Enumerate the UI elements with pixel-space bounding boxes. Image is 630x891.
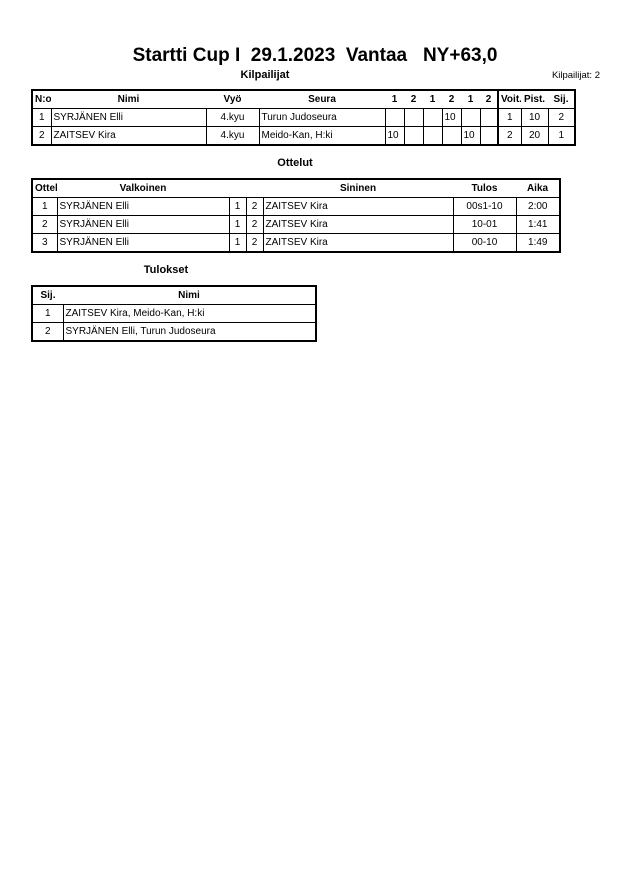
column-header: Nimi	[63, 285, 316, 305]
results-table: Sij. Nimi 1 ZAITSEV Kira, Meido-Kan, H:ki 2 S…	[31, 285, 317, 342]
header-row: Sij. Nimi	[32, 285, 316, 305]
table-cell: 10	[384, 126, 405, 146]
table-cell	[460, 108, 481, 127]
table-cell: 2:00	[515, 197, 561, 216]
table-cell: Turun Judoseura	[258, 108, 386, 127]
table-cell: ZAITSEV Kira	[262, 215, 454, 234]
table-cell: 1	[31, 197, 58, 216]
table-cell: 1	[31, 304, 64, 323]
page-title: Startti Cup I 29.1.2023 Vantaa NY+63,0	[132, 45, 498, 66]
column-header: Sij.	[548, 89, 575, 109]
table-cell: 10-01	[452, 215, 517, 234]
table-cell: 1	[228, 215, 247, 234]
table-cell: 2	[245, 197, 264, 216]
competitors-table: N:o Nimi Vyö Seura 1 2 1 2 1 2 Voit. Pist. Sij. 1 SYRJ…	[31, 89, 576, 146]
column-header: 2	[480, 89, 498, 109]
table-cell: SYRJÄNEN Elli	[50, 108, 207, 127]
column-header	[246, 178, 263, 198]
table-cell	[441, 126, 462, 146]
header-row: N:o Nimi Vyö Seura 1 2 1 2 1 2 Voit. Pist. Sij.	[32, 89, 575, 109]
table-cell: 4.kyu	[205, 126, 260, 146]
table-cell: 00-10	[452, 233, 517, 253]
table-cell: 2	[31, 322, 64, 342]
table-cell	[479, 108, 499, 127]
column-header: 1	[423, 89, 442, 109]
column-header: Seura	[259, 89, 385, 109]
table-cell: 10	[441, 108, 462, 127]
column-header: 1	[385, 89, 404, 109]
table-cell: 2	[245, 215, 264, 234]
table-cell: 3	[31, 233, 58, 253]
table-cell: SYRJÄNEN Elli	[56, 233, 230, 253]
table-cell: 2	[497, 126, 522, 146]
table-cell: 4.kyu	[205, 108, 260, 127]
table-cell: 2	[31, 215, 58, 234]
table-cell: 1	[228, 233, 247, 253]
competitor-count: Kilpailijat: 2	[551, 70, 600, 81]
table-row: 2 SYRJÄNEN Elli 1 2 ZAITSEV Kira 10-01 1:41	[31, 215, 561, 234]
column-header: Valkoinen	[57, 178, 229, 198]
table-cell	[422, 108, 443, 127]
table-row: 3 SYRJÄNEN Elli 1 2 ZAITSEV Kira 00-10 1:49	[31, 233, 561, 253]
table-cell: 10	[520, 108, 549, 127]
table-cell: 00s1-10	[452, 197, 517, 216]
table-cell	[479, 126, 499, 146]
table-cell	[403, 126, 424, 146]
column-header: Tulos	[453, 178, 516, 198]
table-cell: SYRJÄNEN Elli	[56, 197, 230, 216]
table-cell: ZAITSEV Kira	[262, 233, 454, 253]
table-cell: 2	[547, 108, 576, 127]
table-cell: 2	[31, 126, 52, 146]
table-cell: 20	[520, 126, 549, 146]
table-cell	[403, 108, 424, 127]
results-heading: Tulokset	[143, 264, 189, 276]
table-cell: 1:49	[515, 233, 561, 253]
table-cell: 1:41	[515, 215, 561, 234]
table-cell: ZAITSEV Kira	[262, 197, 454, 216]
table-cell	[422, 126, 443, 146]
table-cell: ZAITSEV Kira, Meido-Kan, H:ki	[62, 304, 317, 323]
table-cell: 10	[460, 126, 481, 146]
table-cell: ZAITSEV Kira	[50, 126, 207, 146]
table-cell: SYRJÄNEN Elli	[56, 215, 230, 234]
column-header: Pist.	[521, 89, 548, 109]
table-cell: 1	[497, 108, 522, 127]
competitors-heading: Kilpailijat	[240, 69, 290, 81]
table-row: 1 SYRJÄNEN Elli 1 2 ZAITSEV Kira 00s1-10 2:00	[31, 197, 561, 216]
column-header: 2	[404, 89, 423, 109]
column-header: Vyö	[206, 89, 259, 109]
table-cell: SYRJÄNEN Elli, Turun Judoseura	[62, 322, 317, 342]
column-header: Nimi	[51, 89, 206, 109]
column-header: Voit.	[497, 89, 521, 109]
column-header: N:o	[32, 89, 51, 109]
column-header: Ottelu	[32, 178, 57, 198]
table-cell	[384, 108, 405, 127]
table-row: 2 SYRJÄNEN Elli, Turun Judoseura	[31, 322, 317, 342]
column-header: Sij.	[32, 285, 63, 305]
column-header: Sininen	[263, 178, 453, 198]
table-row: 2 ZAITSEV Kira 4.kyu Meido-Kan, H:ki 10 10 2 20…	[31, 126, 576, 146]
matches-heading: Ottelut	[277, 157, 313, 169]
table-cell: Meido-Kan, H:ki	[258, 126, 386, 146]
table-row: 1 ZAITSEV Kira, Meido-Kan, H:ki	[31, 304, 317, 323]
table-cell: 2	[245, 233, 264, 253]
column-header: Aika	[516, 178, 560, 198]
column-header	[229, 178, 246, 198]
column-header: 2	[442, 89, 461, 109]
table-row: 1 SYRJÄNEN Elli 4.kyu Turun Judoseura 10 1 10 2	[31, 108, 576, 127]
table-cell: 1	[547, 126, 576, 146]
matches-table: OtteluValkoinenSininenTulosAika1SYRJÄNEN…	[31, 178, 561, 253]
column-header: 1	[461, 89, 480, 109]
table-cell: 1	[31, 108, 52, 127]
table-cell: 1	[228, 197, 247, 216]
